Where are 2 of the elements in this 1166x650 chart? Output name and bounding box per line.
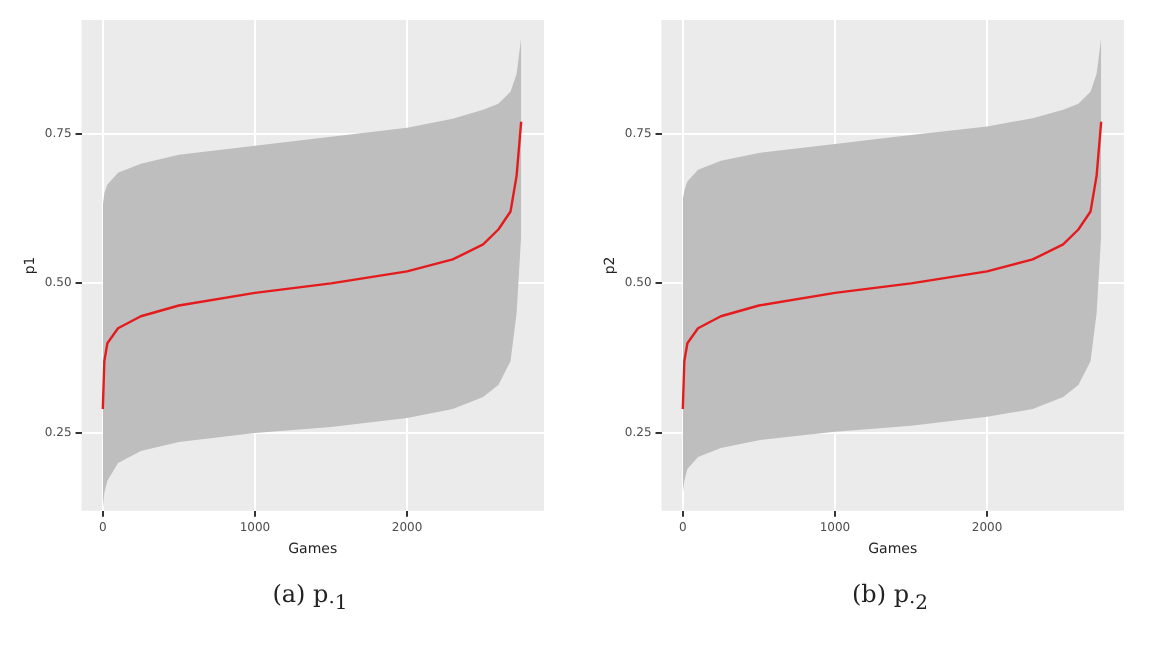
text: (a) p$_{·1}$ xyxy=(270,580,350,615)
text: (b) p$_{·2}$ xyxy=(849,580,931,615)
